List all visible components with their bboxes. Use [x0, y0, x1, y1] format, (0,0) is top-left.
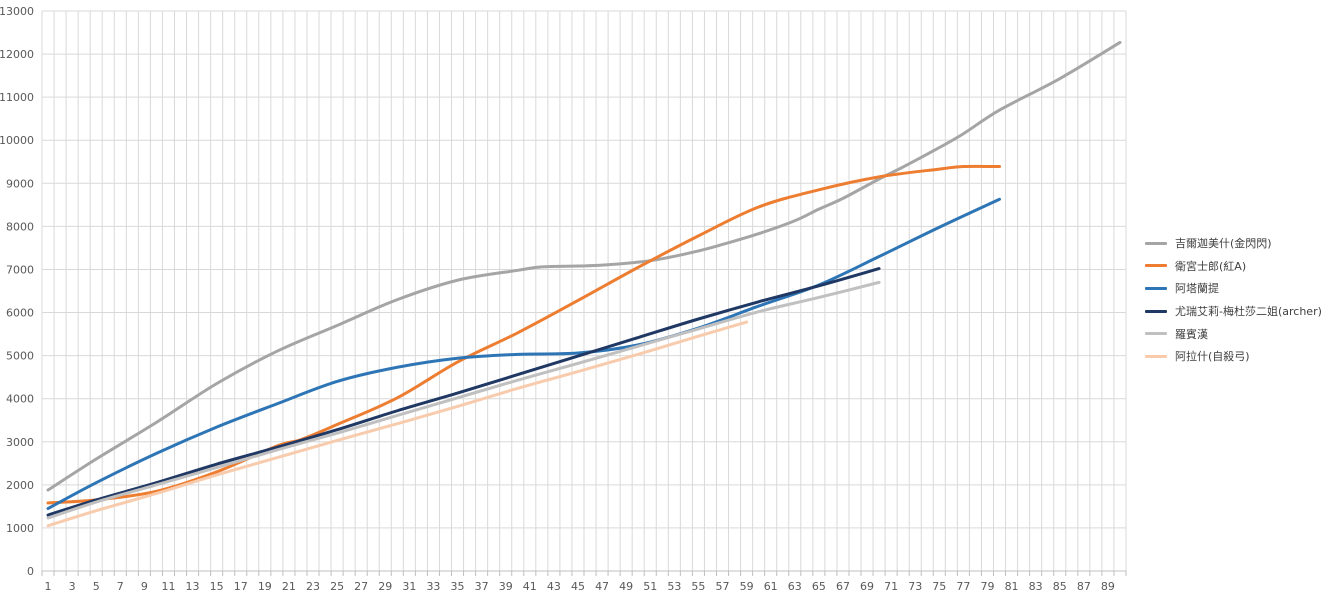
y-tick-label: 0 — [27, 565, 34, 578]
x-tick-label: 23 — [306, 580, 320, 593]
x-tick-label: 7 — [117, 580, 124, 593]
x-tick-label: 65 — [812, 580, 826, 593]
legend-item-6: 阿拉什(自殺弓) — [1145, 345, 1322, 368]
x-tick-label: 49 — [619, 580, 633, 593]
y-tick-label: 13000 — [0, 5, 34, 18]
x-tick-label: 47 — [595, 580, 609, 593]
y-tick-label: 7000 — [6, 263, 34, 276]
series-line-4 — [46, 267, 881, 517]
legend-item-4: 尤瑞艾莉-梅杜莎二姐(archer) — [1145, 300, 1322, 323]
y-tick-label: 4000 — [6, 393, 34, 406]
y-tick-label: 8000 — [6, 220, 34, 233]
legend-swatch — [1145, 354, 1167, 358]
series-line-3 — [46, 197, 1002, 511]
legend-item-2: 衛宮士郎(紅A) — [1145, 255, 1322, 278]
x-tick-label: 15 — [210, 580, 224, 593]
x-tick-label: 73 — [908, 580, 922, 593]
x-tick-label: 5 — [93, 580, 100, 593]
legend-label: 吉爾迦美什(金閃閃) — [1175, 237, 1272, 251]
x-tick-label: 17 — [234, 580, 248, 593]
x-tick-label: 11 — [161, 580, 175, 593]
y-tick-label: 6000 — [6, 307, 34, 320]
x-tick-label: 1 — [45, 580, 52, 593]
x-tick-label: 51 — [643, 580, 657, 593]
x-tick-label: 71 — [884, 580, 898, 593]
x-tick-label: 31 — [402, 580, 416, 593]
x-tick-label: 61 — [764, 580, 778, 593]
legend-swatch — [1145, 286, 1167, 290]
x-tick-label: 33 — [426, 580, 440, 593]
x-tick-label: 39 — [499, 580, 513, 593]
legend-item-3: 阿塔蘭提 — [1145, 277, 1322, 300]
series-line-1 — [46, 40, 1122, 492]
legend-swatch — [1145, 332, 1167, 336]
legend-swatch — [1145, 241, 1167, 245]
y-tick-label: 11000 — [0, 91, 34, 104]
x-tick-label: 29 — [378, 580, 392, 593]
y-tick-label: 12000 — [0, 48, 34, 61]
x-tick-label: 89 — [1101, 580, 1115, 593]
y-tick-label: 9000 — [6, 177, 34, 190]
y-tick-label: 5000 — [6, 350, 34, 363]
x-tick-label: 43 — [547, 580, 561, 593]
x-tick-label: 81 — [1005, 580, 1019, 593]
x-tick-label: 87 — [1077, 580, 1091, 593]
legend-label: 阿塔蘭提 — [1175, 282, 1219, 296]
x-tick-label: 41 — [523, 580, 537, 593]
legend-label: 尤瑞艾莉-梅杜莎二姐(archer) — [1175, 305, 1322, 319]
x-tick-label: 67 — [836, 580, 850, 593]
x-tick-label: 75 — [932, 580, 946, 593]
x-tick-label: 35 — [451, 580, 465, 593]
x-tick-label: 69 — [860, 580, 874, 593]
chart-legend: 吉爾迦美什(金閃閃) 衛宮士郎(紅A) 阿塔蘭提尤瑞艾莉-梅杜莎二姐(archer)… — [1145, 232, 1322, 368]
x-tick-label: 57 — [716, 580, 730, 593]
x-tick-label: 37 — [475, 580, 489, 593]
y-tick-label: 3000 — [6, 436, 34, 449]
x-tick-label: 85 — [1053, 580, 1067, 593]
legend-swatch — [1145, 309, 1167, 313]
x-tick-label: 63 — [788, 580, 802, 593]
x-tick-label: 55 — [691, 580, 705, 593]
x-tick-label: 3 — [69, 580, 76, 593]
x-tick-label: 79 — [980, 580, 994, 593]
legend-label: 阿拉什(自殺弓) — [1175, 350, 1250, 364]
x-tick-label: 21 — [282, 580, 296, 593]
x-tick-label: 59 — [740, 580, 754, 593]
legend-item-1: 吉爾迦美什(金閃閃) — [1145, 232, 1322, 255]
legend-swatch — [1145, 264, 1167, 268]
series-line-5 — [46, 280, 881, 520]
y-tick-label: 1000 — [6, 522, 34, 535]
x-tick-label: 13 — [186, 580, 200, 593]
x-tick-label: 83 — [1029, 580, 1043, 593]
legend-item-5: 羅賓漢 — [1145, 322, 1322, 345]
x-tick-label: 77 — [956, 580, 970, 593]
y-tick-label: 2000 — [6, 479, 34, 492]
legend-label: 羅賓漢 — [1175, 327, 1208, 341]
x-tick-label: 19 — [258, 580, 272, 593]
x-tick-label: 53 — [667, 580, 681, 593]
x-tick-label: 9 — [141, 580, 148, 593]
x-tick-label: 25 — [330, 580, 344, 593]
x-tick-label: 27 — [354, 580, 368, 593]
series-line-6 — [46, 320, 749, 528]
series-line-2 — [46, 164, 1002, 505]
legend-label: 衛宮士郎(紅A) — [1175, 259, 1247, 273]
y-tick-label: 10000 — [0, 134, 34, 147]
x-tick-label: 45 — [571, 580, 585, 593]
